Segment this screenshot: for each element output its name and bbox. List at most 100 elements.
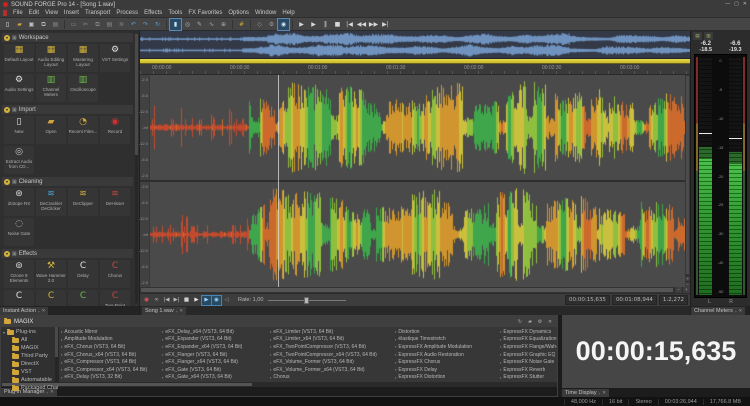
tree-item-packaged-chains[interactable]: Packaged Chains [1,384,58,392]
section-header-import[interactable]: ▾ ▦ Import [2,105,133,114]
float-icon[interactable]: ▫ [38,308,40,314]
two-point-tile[interactable]: C Two-Point [100,290,130,306]
play-button[interactable]: ▶ [194,296,199,303]
open-file-button[interactable]: ▰ [17,20,22,28]
maximize-button[interactable]: ▢ [734,1,739,7]
plugin-item-expressfx-stutter[interactable]: ▪ ExpressFX Stutter [500,373,557,381]
close-button[interactable]: ✕ [742,1,747,7]
minimize-button[interactable]: — [725,1,731,7]
edit-cursor[interactable] [278,75,279,287]
zoom-in-time-icon[interactable]: + [682,287,690,293]
cut-button[interactable]: ✂ [82,20,89,28]
close-icon[interactable]: ✕ [41,308,46,313]
redo-button[interactable]: ↷ [142,20,149,28]
plugin-item-efx-volume-former-vst3-64-bit[interactable]: ▪ eFX_Volume_Former (VST3, 64 Bit) [270,358,390,366]
settings-button[interactable]: ⚙ [268,20,275,28]
record-options-button[interactable]: ◉ [277,17,290,31]
undo-button[interactable]: ↶ [130,20,137,28]
collapse-icon[interactable]: ▾ [4,34,10,41]
mix-button[interactable]: ≋ [118,20,125,28]
meter-options-icon[interactable]: ▤ [693,32,702,40]
plugin-item-efx-delay-x64-vst3-64-bit[interactable]: ▪ eFX_Delay_x64 (VST3, 64 Bit) [162,328,265,336]
overview-strip[interactable] [140,31,690,58]
play-with-plugins-button[interactable]: ◉ [211,294,222,306]
properties-icon[interactable]: ⚙ [537,318,543,325]
tab-plugin-manager[interactable]: Plug-in Manager ▫ ✕ [1,388,57,396]
new-tile[interactable]: ▯ New [4,116,34,144]
section-header-effects[interactable]: ▾ ▦ Effects [2,249,133,258]
menu-help[interactable]: Help [282,10,295,16]
go-to-end-button[interactable]: ▶| [382,20,389,28]
expand-icon[interactable]: ▾ [3,329,6,335]
close-icon[interactable]: ✕ [738,308,743,313]
plugin-item-expressfx-delay[interactable]: ▪ ExpressFX Delay [395,366,495,374]
plugin-item-expressfx-amplitude-modulation[interactable]: ▪ ExpressFX Amplitude Modulation [395,343,495,351]
go-to-end-button[interactable]: ▶| [173,296,180,303]
ozone-9-elements-tile[interactable]: ⊚ Ozone 9 Elements [4,260,34,288]
tree-item-vst[interactable]: VST [1,368,58,376]
record-tile[interactable]: ◉ Record [100,116,130,144]
menu-tools[interactable]: Tools [168,10,183,16]
waveform-right[interactable] [150,182,685,287]
plugin-item-efx-limiter-x64-vst3-64-bit[interactable]: ▪ eFX_Limiter_x64 (VST3, 64 Bit) [270,336,390,344]
save-all-button[interactable]: ⧉ [41,20,46,28]
new-file-button[interactable]: ▯ [5,20,10,28]
effect-tile[interactable]: C [36,290,66,306]
menu-options[interactable]: Options [228,10,250,16]
menu-effects[interactable]: Effects [144,10,163,16]
effect-tile[interactable]: C [4,290,34,306]
float-icon[interactable]: ▫ [598,390,601,396]
noise-gate-tile[interactable]: ◌ Noise Gate [4,218,34,246]
close-icon[interactable]: ✕ [602,390,606,395]
tab-song1-wav[interactable]: Song 1.wav ▫ ✕ [142,307,187,315]
channel-meters-tile[interactable]: ▥ Channel Meters [36,74,66,102]
time-ruler[interactable]: 00:00:00 00:00:30 00:01:00 00:01:30 00:02:00… [140,64,690,75]
tab-channel-meters[interactable]: Channel Meters ▫ ✕ [691,307,746,315]
record-button[interactable]: ● [144,296,149,303]
decrackler-declicker-tile[interactable]: ≋ DeCrackler DeClicker [36,188,66,216]
collapse-icon[interactable]: ▾ [4,250,10,257]
envelope-tool-button[interactable]: ∿ [208,20,215,28]
plugin-search-input[interactable]: MAGIX [14,318,34,325]
play-mode-normal-button[interactable]: ▶ [201,294,212,306]
go-to-start-button[interactable]: |◀ [346,20,353,28]
tree-item-magix[interactable]: MAGIX [1,344,58,352]
magnify-tool-button[interactable]: ◎ [184,20,191,28]
zoom-out-icon[interactable]: − [685,281,690,287]
plugin-item-efx-twopointcompressor-x64-vst3-64-bit[interactable]: ▪ eFX_TwoPointCompressor_x64 (VST3, 64 Bi… [270,351,390,359]
rate-slider-thumb[interactable] [304,296,310,304]
tab-instant-action[interactable]: Instant Action ▫ ✕ [0,307,49,315]
plugin-item-efx-flanger-vst3-64-bit[interactable]: ▪ eFX_Flanger (VST3, 64 Bit) [162,351,265,359]
float-icon[interactable]: ▫ [175,308,178,314]
plugin-item-efx-expander-vst3-64-bit[interactable]: ▪ eFX_Expander (VST3, 64 Bit) [162,336,265,344]
tree-item-automatable[interactable]: Automatable [1,376,58,384]
plugin-item-expressfx-chorus[interactable]: ▪ ExpressFX Chorus [395,358,495,366]
extract-audio-from-cd-tile[interactable]: ◎ Extract Audio from CD... [4,146,34,174]
document-icon[interactable] [3,10,7,16]
channel-left[interactable]: -2.0 -6.0 -12.0 -Inf -12.0 -6.0 -2.0 [139,75,685,180]
float-icon[interactable]: ▫ [734,308,737,314]
plugin-item-expressfx-audio-restoration[interactable]: ▪ ExpressFX Audio Restoration [395,351,495,359]
rewind-button[interactable]: ◀◀ [356,20,367,28]
scroll-thumb[interactable] [141,288,673,292]
tab-time-display[interactable]: Time Display ▫ ✕ [562,389,609,397]
channel-right[interactable]: -2.0 -6.0 -12.0 -Inf -12.0 -6.0 -2.0 [139,182,685,287]
plugin-item-efx-twopointcompressor-vst3-64-bit[interactable]: ▪ eFX_TwoPointCompressor (VST3, 64 Bit) [270,343,390,351]
refresh-icon[interactable]: ↻ [517,318,523,325]
plugin-item-efx-volume-former-x64-vst3-64-bit[interactable]: ▪ eFX_Volume_Former_x64 (VST3, 64 Bit) [270,366,390,374]
oscilloscope-tile[interactable]: ▥ Oscilloscope [68,74,98,102]
plugin-item-efx-gate-vst3-64-bit[interactable]: ▪ eFX_Gate (VST3, 64 Bit) [162,366,265,374]
paste-button[interactable]: ▤ [106,20,113,28]
menu-file[interactable]: File [13,10,23,16]
open-tile[interactable]: ▰ Open [36,116,66,144]
zoom-ratio-field[interactable]: 1:2,272 [658,295,688,305]
plugin-item-efx-delay-vst3-32-bit[interactable]: ▪ eFX_Delay (VST3, 32 Bit) [61,373,157,381]
stop-button[interactable]: ■ [183,296,190,303]
repeat-button[interactable]: ↻ [154,20,161,28]
menu-fx-favorites[interactable]: FX Favorites [188,10,223,16]
plugin-item-efx-chorus-x64-vst3-64-bit[interactable]: ▪ eFX_Chorus_x64 (VST3, 64 Bit) [61,351,157,359]
time-display[interactable]: 00:00:15,635 [562,315,750,388]
plugin-item-amplitude-modulation[interactable]: ▪ Amplitude Modulation [61,336,157,344]
folder-view-icon[interactable]: ▰ [528,318,532,325]
zoom-out-time-icon[interactable]: − [674,287,682,293]
